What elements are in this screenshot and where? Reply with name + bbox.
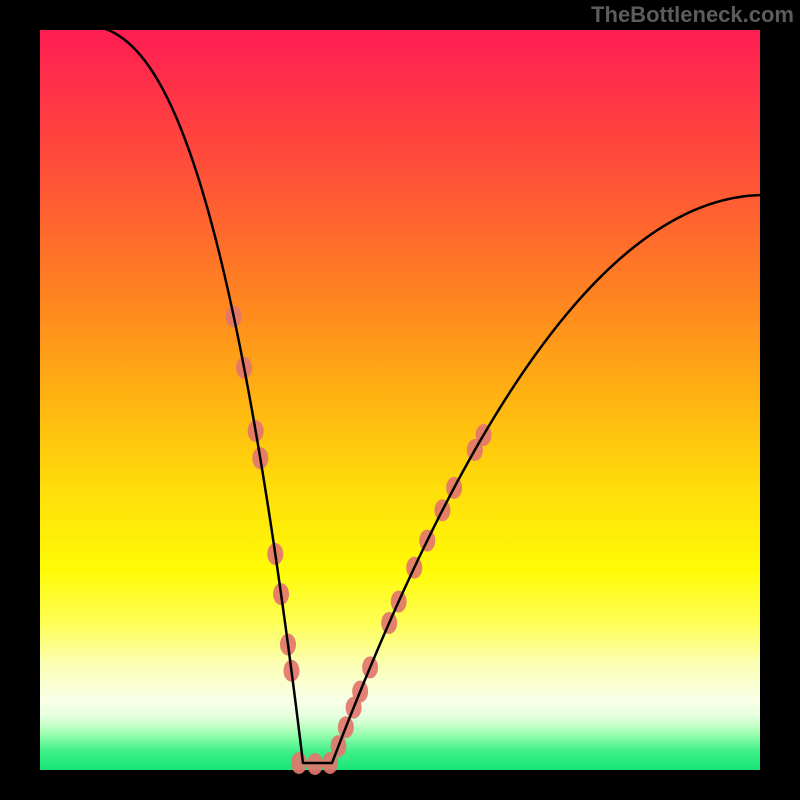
chart-root: TheBottleneck.com: [0, 0, 800, 800]
plot-svg: [0, 0, 800, 800]
plot-background: [40, 30, 760, 770]
watermark-text: TheBottleneck.com: [591, 2, 794, 28]
